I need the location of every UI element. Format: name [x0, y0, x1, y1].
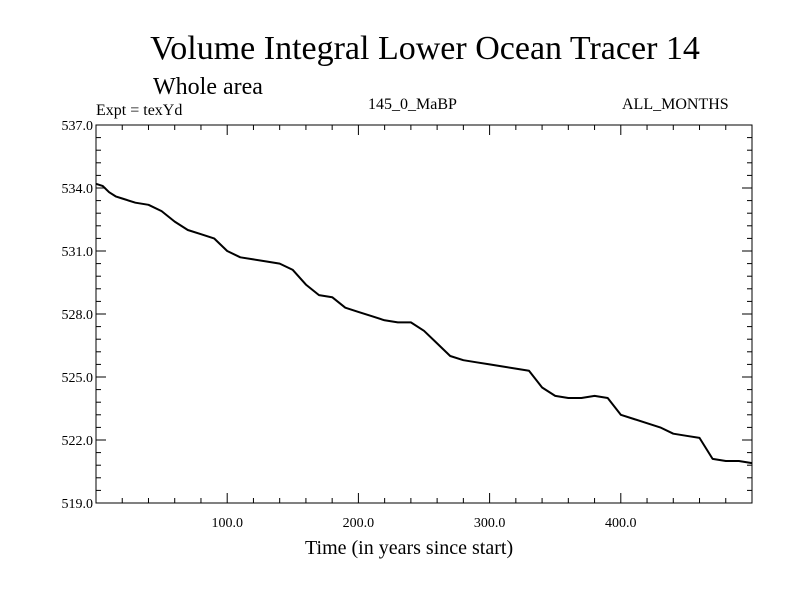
experiment-label: Expt = texYd: [96, 102, 183, 119]
y-tick-label: 531.0: [62, 245, 94, 260]
y-tick-label: 528.0: [62, 308, 94, 323]
axis-ticks: [96, 125, 752, 503]
y-tick-label: 519.0: [62, 497, 94, 512]
tick-labels: 100.0 200.0 300.0 400.0 519.0 522.0 525.0 528.0…: [62, 119, 637, 531]
x-tick-label: 400.0: [605, 516, 637, 531]
y-tick-label: 537.0: [62, 119, 94, 134]
x-tick-label: 200.0: [343, 516, 375, 531]
x-tick-label: 100.0: [211, 516, 243, 531]
months-label: ALL_MONTHS: [622, 96, 729, 113]
x-tick-label: 300.0: [474, 516, 506, 531]
chart-subtitle: Whole area: [153, 74, 263, 100]
y-tick-label: 525.0: [62, 371, 94, 386]
y-tick-label: 522.0: [62, 434, 94, 449]
series-line: [95, 182, 753, 465]
plot-frame: [95, 124, 753, 504]
period-label: 145_0_MaBP: [368, 96, 457, 113]
x-axis-label: Time (in years since start): [305, 537, 514, 559]
y-tick-label: 534.0: [62, 182, 94, 197]
chart-title: Volume Integral Lower Ocean Tracer 14: [150, 30, 700, 67]
